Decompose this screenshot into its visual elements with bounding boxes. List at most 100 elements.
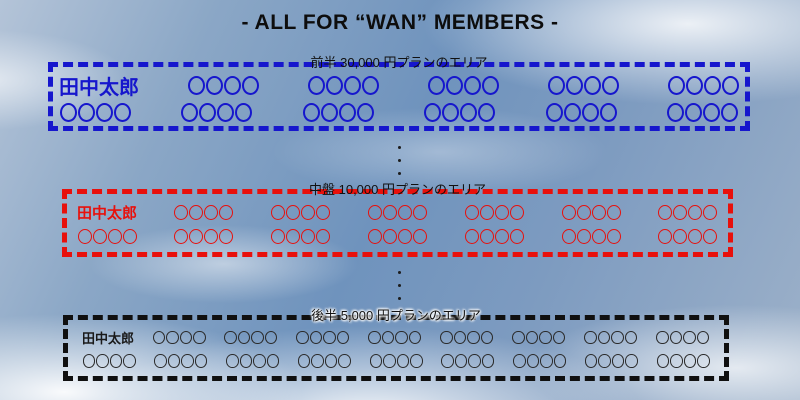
member-row bbox=[82, 354, 710, 368]
member-name-placeholder bbox=[561, 204, 621, 220]
placeholder-circle-icon bbox=[509, 229, 524, 245]
placeholder-circle-icon bbox=[324, 354, 338, 368]
placeholder-circle-icon bbox=[685, 76, 703, 95]
placeholder-circle-icon bbox=[205, 76, 223, 95]
placeholder-circle-icon bbox=[286, 204, 301, 220]
placeholder-circle-icon bbox=[478, 103, 496, 122]
member-row: 田中太郎 bbox=[59, 71, 739, 100]
member-name-placeholder bbox=[369, 354, 423, 368]
placeholder-circle-icon bbox=[427, 76, 445, 95]
member-name: 田中太郎 bbox=[77, 204, 138, 222]
member-name-placeholder bbox=[174, 204, 234, 220]
placeholder-circle-icon bbox=[591, 204, 606, 220]
member-name-placeholder bbox=[427, 76, 499, 95]
plan-area-10000-rows: 田中太郎 bbox=[67, 194, 728, 252]
member-name-placeholder bbox=[513, 354, 567, 368]
placeholder-circle-icon bbox=[226, 354, 239, 368]
placeholder-circle-icon bbox=[301, 229, 316, 245]
placeholder-circle-icon bbox=[561, 204, 576, 220]
placeholder-circle-icon bbox=[410, 354, 423, 368]
member-name-placeholder bbox=[181, 103, 253, 122]
placeholder-circle-icon bbox=[553, 354, 566, 368]
placeholder-circle-icon bbox=[251, 330, 264, 345]
member-name-placeholder bbox=[667, 103, 739, 122]
ellipsis-dot bbox=[398, 159, 401, 162]
placeholder-circle-icon bbox=[297, 354, 311, 368]
placeholder-circle-icon bbox=[481, 354, 495, 368]
placeholder-circle-icon bbox=[264, 330, 278, 345]
placeholder-circle-icon bbox=[369, 354, 382, 368]
placeholder-circle-icon bbox=[381, 330, 395, 345]
placeholder-circle-icon bbox=[77, 229, 92, 245]
placeholder-circle-icon bbox=[95, 103, 113, 122]
placeholder-circle-icon bbox=[688, 204, 703, 220]
placeholder-circle-icon bbox=[109, 354, 122, 368]
member-row bbox=[77, 229, 718, 245]
placeholder-circle-icon bbox=[703, 103, 721, 122]
placeholder-circle-icon bbox=[356, 103, 374, 122]
placeholder-circle-icon bbox=[670, 354, 683, 368]
placeholder-circle-icon bbox=[77, 103, 95, 122]
placeholder-circle-icon bbox=[122, 229, 137, 245]
member-name-placeholder bbox=[77, 229, 137, 245]
placeholder-circle-icon bbox=[656, 330, 669, 345]
placeholder-circle-icon bbox=[539, 330, 552, 345]
plan-area-30000-rows: 田中太郎 bbox=[53, 67, 745, 126]
member-name-placeholder bbox=[584, 330, 638, 345]
placeholder-circle-icon bbox=[463, 76, 481, 95]
placeholder-circle-icon bbox=[479, 229, 494, 245]
placeholder-circle-icon bbox=[316, 229, 331, 245]
placeholder-circle-icon bbox=[343, 76, 361, 95]
placeholder-circle-icon bbox=[606, 229, 621, 245]
member-name-placeholder bbox=[464, 204, 524, 220]
member-name-placeholder bbox=[271, 229, 331, 245]
placeholder-circle-icon bbox=[338, 103, 356, 122]
ellipsis-dot bbox=[398, 284, 401, 287]
placeholder-circle-icon bbox=[396, 354, 409, 368]
placeholder-circle-icon bbox=[361, 76, 379, 95]
placeholder-circle-icon bbox=[545, 103, 563, 122]
placeholder-circle-icon bbox=[189, 204, 204, 220]
member-name-placeholder bbox=[584, 354, 638, 368]
placeholder-circle-icon bbox=[669, 330, 683, 345]
member-name: 田中太郎 bbox=[82, 331, 135, 347]
member-name-placeholder bbox=[656, 354, 710, 368]
placeholder-circle-icon bbox=[576, 204, 591, 220]
placeholder-circle-icon bbox=[658, 204, 673, 220]
placeholder-circle-icon bbox=[382, 229, 397, 245]
placeholder-circle-icon bbox=[667, 103, 685, 122]
member-name-placeholder bbox=[297, 354, 351, 368]
placeholder-circle-icon bbox=[565, 76, 583, 95]
ellipsis-dot bbox=[398, 297, 401, 300]
placeholder-circle-icon bbox=[460, 103, 478, 122]
placeholder-circle-icon bbox=[368, 330, 381, 345]
placeholder-circle-icon bbox=[199, 103, 217, 122]
placeholder-circle-icon bbox=[658, 229, 673, 245]
placeholder-circle-icon bbox=[481, 76, 499, 95]
placeholder-circle-icon bbox=[468, 354, 481, 368]
member-name-placeholder bbox=[302, 103, 374, 122]
placeholder-circle-icon bbox=[320, 103, 338, 122]
placeholder-circle-icon bbox=[624, 330, 638, 345]
placeholder-circle-icon bbox=[703, 229, 718, 245]
vertical-ellipsis bbox=[398, 266, 401, 305]
placeholder-circle-icon bbox=[217, 103, 235, 122]
placeholder-circle-icon bbox=[325, 76, 343, 95]
member-name-placeholder bbox=[296, 330, 350, 345]
member-name-placeholder bbox=[547, 76, 619, 95]
placeholder-circle-icon bbox=[204, 229, 219, 245]
placeholder-circle-icon bbox=[454, 354, 468, 368]
placeholder-circle-icon bbox=[107, 229, 122, 245]
placeholder-circle-icon bbox=[611, 354, 625, 368]
placeholder-circle-icon bbox=[219, 229, 234, 245]
placeholder-circle-icon bbox=[601, 76, 619, 95]
member-name: 田中太郎 bbox=[59, 77, 139, 99]
placeholder-circle-icon bbox=[368, 204, 382, 220]
placeholder-circle-icon bbox=[367, 229, 382, 245]
placeholder-circle-icon bbox=[181, 354, 194, 368]
vertical-ellipsis bbox=[398, 141, 401, 180]
placeholder-circle-icon bbox=[581, 103, 599, 122]
placeholder-circle-icon bbox=[311, 354, 324, 368]
plan-area-30000-label: 前半 30,000 円プランのエリア bbox=[310, 55, 488, 70]
